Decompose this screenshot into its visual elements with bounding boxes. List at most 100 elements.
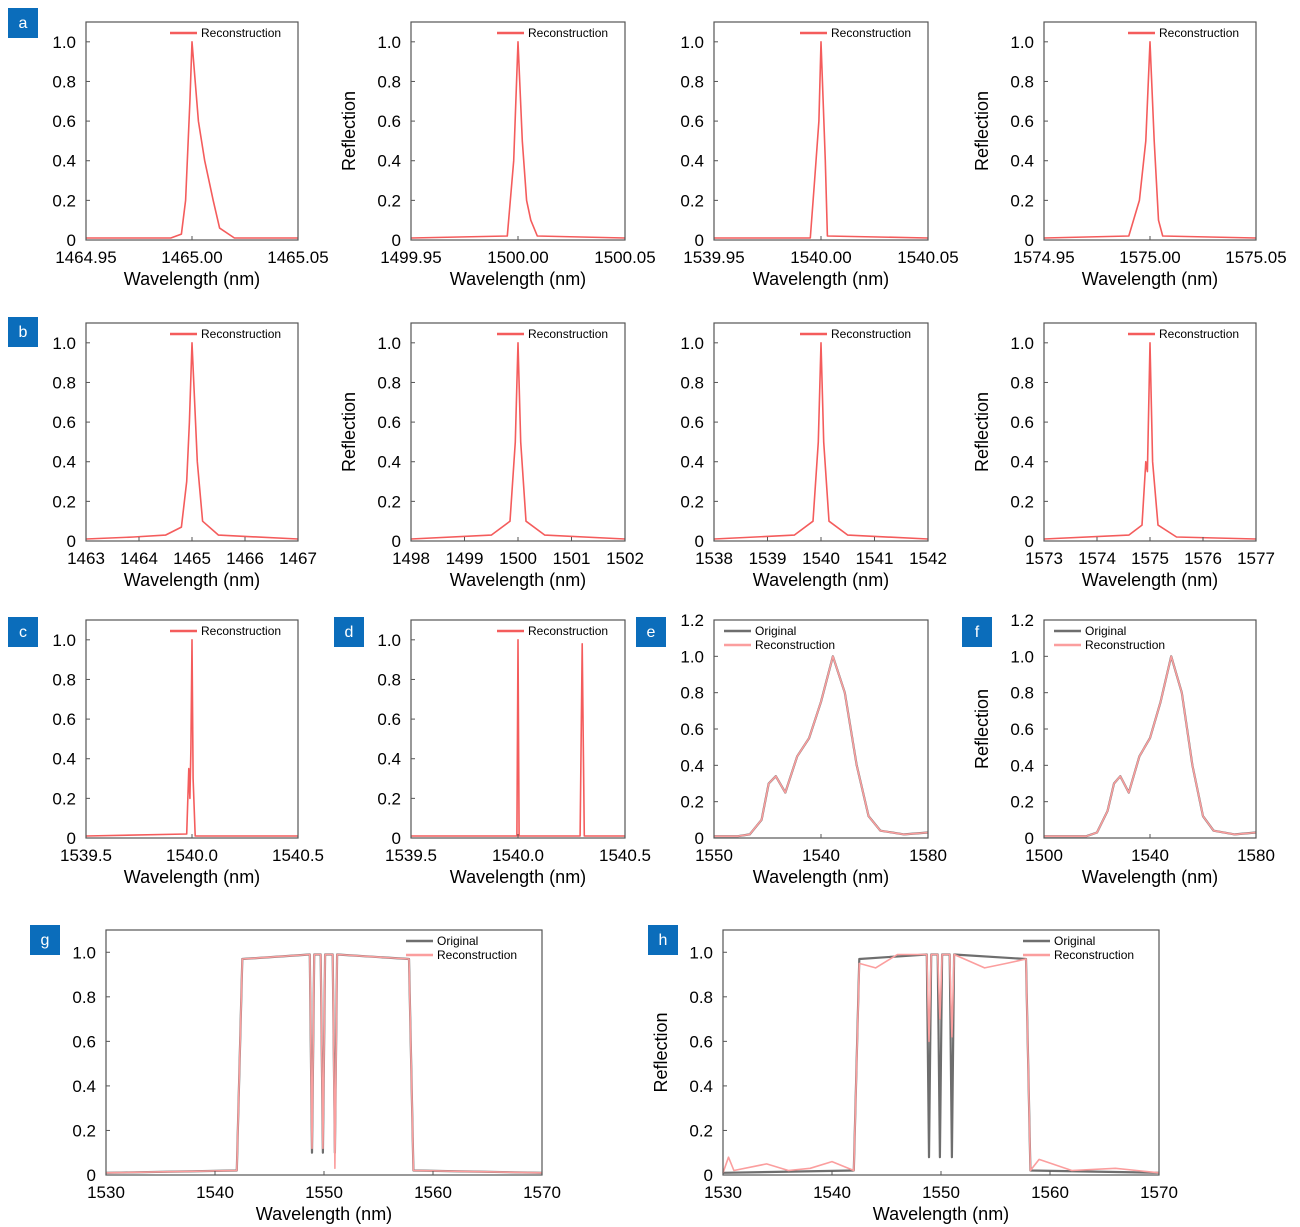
y-axis-label: Reflection bbox=[651, 1012, 671, 1092]
x-tick-label: 1539.5 bbox=[385, 846, 437, 865]
panel-tag: c bbox=[8, 617, 38, 647]
y-tick-label: 1.0 bbox=[377, 33, 401, 52]
panel-tag-letter: a bbox=[19, 15, 28, 32]
x-tick-label: 1575 bbox=[1131, 549, 1169, 568]
series-line-reconstruction bbox=[410, 341, 626, 540]
panel-f: 0 0.2 0.4 0.6 0.8 1.0 1.2 1500 1540 1580 Wavelengt… bbox=[972, 611, 1275, 887]
series-line-reconstruction-light bbox=[105, 953, 543, 1174]
panel-a-3: 0 0.2 0.4 0.6 0.8 1.0 1539.95 1540.00 1540.05 Wav… bbox=[680, 21, 959, 289]
x-axis-label: Wavelength (nm) bbox=[450, 570, 586, 590]
x-tick-label: 1464 bbox=[120, 549, 158, 568]
y-axis-label: Reflection bbox=[339, 91, 359, 171]
y-tick-label: 0.8 bbox=[52, 373, 76, 392]
y-tick-label: 0 bbox=[87, 1166, 96, 1185]
y-tick-label: 1.0 bbox=[680, 334, 704, 353]
y-tick-label: 0 bbox=[392, 532, 401, 551]
x-tick-label: 1540.05 bbox=[897, 248, 958, 267]
x-tick-label: 1574.95 bbox=[1013, 248, 1074, 267]
y-tick-label: 0 bbox=[1025, 231, 1034, 250]
panel-b-4: 0 0.2 0.4 0.6 0.8 1.0 1573 1574 1575 1576 1577 Wave… bbox=[972, 322, 1275, 590]
y-tick-label: 1.2 bbox=[680, 611, 704, 630]
x-tick-label: 1550 bbox=[305, 1183, 343, 1202]
series-line-reconstruction bbox=[410, 40, 626, 239]
y-tick-label: 0.8 bbox=[52, 72, 76, 91]
y-tick-label: 1.0 bbox=[680, 33, 704, 52]
y-tick-label: 1.0 bbox=[377, 631, 401, 650]
panel-b-2: 0 0.2 0.4 0.6 0.8 1.0 1498 1499 1500 1501 1502 Wave… bbox=[339, 322, 644, 590]
legend-label: Reconstruction bbox=[1159, 327, 1239, 341]
y-tick-label: 0.4 bbox=[1010, 152, 1034, 171]
x-tick-label: 1499 bbox=[446, 549, 484, 568]
y-tick-label: 0 bbox=[67, 829, 76, 848]
y-tick-label: 0.4 bbox=[52, 750, 76, 769]
y-tick-label: 0.8 bbox=[689, 988, 713, 1007]
series-line-reconstruction bbox=[713, 341, 929, 540]
x-axis-label: Wavelength (nm) bbox=[753, 867, 889, 887]
y-tick-label: 0.2 bbox=[52, 492, 76, 511]
y-tick-label: 0.8 bbox=[1010, 373, 1034, 392]
x-tick-label: 1539 bbox=[749, 549, 787, 568]
y-tick-label: 0 bbox=[67, 532, 76, 551]
series-line-reconstruction-light bbox=[1044, 655, 1257, 838]
series-line-original bbox=[1044, 655, 1257, 838]
x-tick-label: 1539.95 bbox=[683, 248, 744, 267]
x-tick-label: 1580 bbox=[1237, 846, 1275, 865]
y-tick-label: 0.6 bbox=[1010, 720, 1034, 739]
x-axis-label: Wavelength (nm) bbox=[753, 269, 889, 289]
legend-label: Original bbox=[755, 624, 796, 638]
y-tick-label: 0.2 bbox=[680, 793, 704, 812]
y-tick-label: 0 bbox=[392, 231, 401, 250]
y-tick-label: 0.6 bbox=[377, 413, 401, 432]
panel-tag: d bbox=[334, 617, 364, 647]
panel-h: 0 0.2 0.4 0.6 0.8 1.0 1530 1540 1550 1560 1570 Wave… bbox=[651, 929, 1178, 1224]
legend-label: Original bbox=[437, 934, 478, 948]
plot-frame bbox=[713, 619, 929, 839]
y-axis-label: Reflection bbox=[972, 392, 992, 472]
y-tick-label: 1.2 bbox=[1010, 611, 1034, 630]
panel-tag: h bbox=[648, 925, 678, 955]
y-tick-label: 0.8 bbox=[52, 670, 76, 689]
x-tick-label: 1465 bbox=[173, 549, 211, 568]
panel-tag-box bbox=[8, 8, 38, 38]
x-tick-label: 1500 bbox=[1025, 846, 1063, 865]
x-tick-label: 1540.5 bbox=[599, 846, 651, 865]
panel-tag: f bbox=[962, 617, 992, 647]
y-tick-label: 0.8 bbox=[680, 373, 704, 392]
x-tick-label: 1500 bbox=[499, 549, 537, 568]
y-tick-label: 0.4 bbox=[377, 453, 401, 472]
x-tick-label: 1541 bbox=[856, 549, 894, 568]
x-tick-label: 1540.5 bbox=[272, 846, 324, 865]
panel-e: 0 0.2 0.4 0.6 0.8 1.0 1.2 1550 1540 1580 Wavelengt… bbox=[680, 611, 947, 887]
y-tick-label: 0 bbox=[1025, 532, 1034, 551]
series-line-original bbox=[722, 953, 1160, 1174]
x-tick-label: 1501 bbox=[553, 549, 591, 568]
panel-a-4: 0 0.2 0.4 0.6 0.8 1.0 1574.95 1575.00 1575.05 Wav… bbox=[972, 21, 1287, 289]
y-tick-label: 1.0 bbox=[52, 631, 76, 650]
x-tick-label: 1540.0 bbox=[492, 846, 544, 865]
x-axis-label: Wavelength (nm) bbox=[124, 269, 260, 289]
x-tick-label: 1575.05 bbox=[1225, 248, 1286, 267]
y-tick-label: 1.0 bbox=[377, 334, 401, 353]
x-tick-label: 1463 bbox=[67, 549, 105, 568]
legend-label: Reconstruction bbox=[528, 624, 608, 638]
plot-frame bbox=[1043, 619, 1257, 839]
y-tick-label: 0.2 bbox=[377, 492, 401, 511]
y-tick-label: 0.4 bbox=[680, 152, 704, 171]
legend-label: Original bbox=[1085, 624, 1126, 638]
x-tick-label: 1574 bbox=[1078, 549, 1116, 568]
y-tick-label: 0.2 bbox=[680, 492, 704, 511]
y-tick-label: 1.0 bbox=[1010, 33, 1034, 52]
y-tick-label: 0.6 bbox=[1010, 112, 1034, 131]
y-tick-label: 1.0 bbox=[689, 943, 713, 962]
y-tick-label: 0.8 bbox=[377, 670, 401, 689]
x-tick-label: 1576 bbox=[1184, 549, 1222, 568]
y-tick-label: 0.6 bbox=[680, 413, 704, 432]
x-axis-label: Wavelength (nm) bbox=[450, 269, 586, 289]
y-tick-label: 0.4 bbox=[680, 453, 704, 472]
panel-tag-letter: g bbox=[41, 932, 50, 949]
y-tick-label: 0.8 bbox=[72, 988, 96, 1007]
series-line-reconstruction bbox=[85, 341, 299, 540]
panel-tag-box bbox=[334, 617, 364, 647]
y-tick-label: 0.4 bbox=[1010, 453, 1034, 472]
panel-g: 0 0.2 0.4 0.6 0.8 1.0 1530 1540 1550 1560 1570 Wave… bbox=[72, 929, 561, 1224]
